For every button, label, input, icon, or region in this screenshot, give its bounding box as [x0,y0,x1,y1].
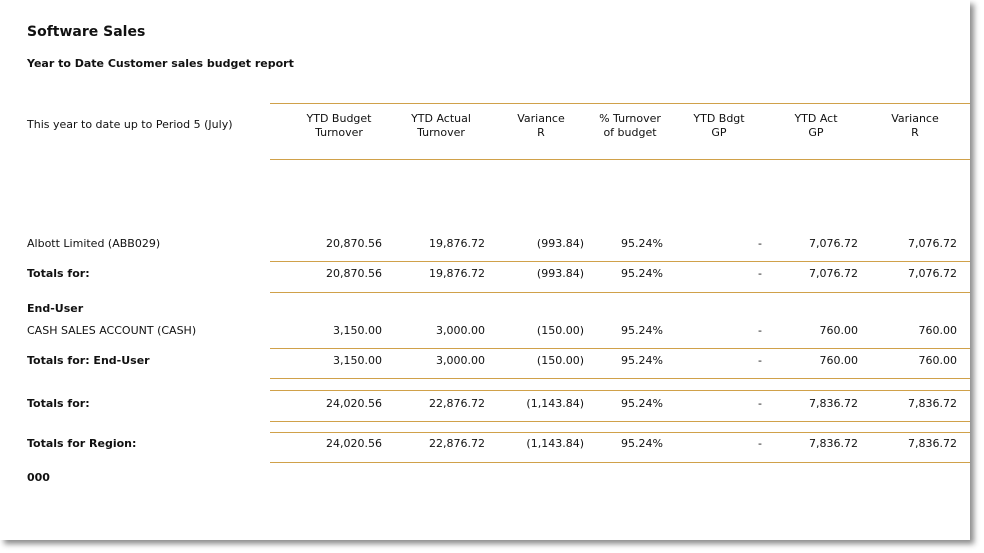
cell-value: 3,150.00 [333,324,382,337]
cell-value: 95.24% [621,354,663,367]
cell-value: 20,870.56 [326,237,382,250]
cell-value: 95.24% [621,267,663,280]
cell-value: 95.24% [621,437,663,450]
header-bottom-rule [270,159,970,160]
cell-value: 24,020.56 [326,397,382,410]
cell-value: 95.24% [621,397,663,410]
row-rule [270,292,970,293]
cell-value: 19,876.72 [429,237,485,250]
cell-value: 95.24% [621,324,663,337]
cell-value: (993.84) [536,237,584,250]
row-label-total: Totals for: End-User [27,354,150,367]
cell-value: 7,076.72 [908,237,957,250]
cell-value: 7,836.72 [908,397,957,410]
cell-value: 20,870.56 [326,267,382,280]
cell-value: 3,000.00 [436,354,485,367]
cell-value: 3,000.00 [436,324,485,337]
cell-value: (1,143.84) [526,437,584,450]
report-title: Software Sales [27,24,146,40]
row-label-region-total: Totals for Region: [27,437,137,450]
col-header-turnover-pct: % Turnover of budget [599,112,661,139]
cell-value: 7,836.72 [809,397,858,410]
period-label: This year to date up to Period 5 (July) [27,118,233,131]
cell-value: - [758,437,762,450]
row-rule [270,348,970,349]
row-label-total: Totals for: [27,397,90,410]
row-label-group: End-User [27,302,84,315]
cell-value: 22,876.72 [429,397,485,410]
row-label-group: 000 [27,471,50,484]
cell-value: 7,076.72 [908,267,957,280]
cell-value: 760.00 [918,354,958,367]
cell-value: 7,836.72 [908,437,957,450]
cell-value: - [758,267,762,280]
row-label-customer: CASH SALES ACCOUNT (CASH) [27,324,197,337]
cell-value: (993.84) [536,267,584,280]
cell-value: 760.00 [819,354,859,367]
report-page: Software Sales Year to Date Customer sal… [27,24,970,484]
row-rule [270,432,970,433]
cell-value: - [758,324,762,337]
cell-value: - [758,237,762,250]
cell-value: 7,836.72 [809,437,858,450]
cell-value: 760.00 [819,324,859,337]
cell-value: 7,076.72 [809,237,858,250]
col-header-variance: Variance R [517,112,565,139]
row-rule [270,462,970,463]
cell-value: 7,076.72 [809,267,858,280]
col-header-ytd-bdgt-gp: YTD Bdgt GP [693,112,745,139]
row-label-total: Totals for: [27,267,90,280]
cell-value: (150.00) [536,324,584,337]
header-top-rule [270,103,970,104]
cell-value: - [758,397,762,410]
cell-value: 19,876.72 [429,267,485,280]
row-label-customer: Albott Limited (ABB029) [27,237,161,250]
cell-value: (150.00) [536,354,584,367]
row-rule [270,390,970,391]
col-header-ytd-actual-turnover: YTD Actual Turnover [411,112,471,139]
row-rule [270,378,970,379]
row-rule [270,421,970,422]
col-header-ytd-act-gp: YTD Act GP [794,112,838,139]
cell-value: (1,143.84) [526,397,584,410]
col-header-ytd-budget-turnover: YTD Budget Turnover [306,112,372,139]
cell-value: - [758,354,762,367]
cell-value: 95.24% [621,237,663,250]
cell-value: 760.00 [918,324,958,337]
col-header-variance-gp: Variance R [891,112,939,139]
cell-value: 3,150.00 [333,354,382,367]
row-rule [270,261,970,262]
cell-value: 22,876.72 [429,437,485,450]
cell-value: 24,020.56 [326,437,382,450]
report-subtitle: Year to Date Customer sales budget repor… [27,57,294,70]
